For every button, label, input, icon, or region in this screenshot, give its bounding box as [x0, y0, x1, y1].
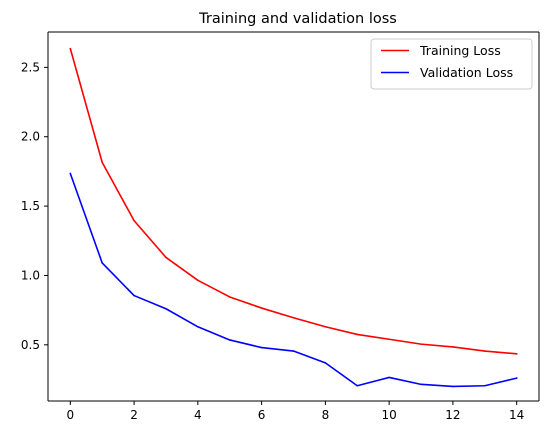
data-point-training-loss [484, 350, 486, 352]
x-tick-label: 4 [194, 408, 202, 422]
data-point-training-loss [292, 316, 295, 319]
y-tick-label: 1.5 [21, 199, 40, 213]
data-point-training-loss [165, 256, 167, 259]
data-point-validation-loss [356, 384, 359, 387]
data-point-validation-loss [197, 325, 199, 328]
legend: Training Loss Validation Loss [370, 38, 533, 90]
legend-label-training-loss: Training Loss [419, 43, 501, 58]
data-point-validation-loss [484, 384, 486, 387]
data-point-training-loss [228, 296, 231, 298]
data-point-validation-loss [260, 346, 263, 349]
data-point-training-loss [133, 219, 135, 222]
data-point-validation-loss [388, 376, 390, 379]
legend-box [370, 38, 533, 90]
data-point-training-loss [69, 47, 72, 50]
data-point-validation-loss [292, 350, 295, 352]
x-tick-label: 0 [66, 408, 74, 422]
y-tick-label: 0.5 [21, 338, 40, 352]
x-tick-label: 10 [382, 408, 397, 422]
plot-area [48, 32, 539, 401]
ticks-layer: 0 2 4 6 8 10 12 14 0.5 1.0 1.5 2.0 2.5 [21, 60, 524, 422]
data-point-validation-loss [69, 172, 72, 175]
data-point-training-loss [356, 333, 359, 336]
data-point-validation-loss [515, 377, 518, 379]
x-tick-label: 6 [258, 408, 266, 422]
data-point-validation-loss [452, 385, 454, 388]
x-tick-label: 14 [509, 408, 524, 422]
data-point-training-loss [452, 346, 454, 348]
legend-label-validation-loss: Validation Loss [420, 65, 513, 80]
data-point-training-loss [388, 338, 390, 341]
x-tick-label: 12 [445, 408, 460, 422]
y-tick-label: 2.0 [21, 130, 40, 144]
y-tick-label: 2.5 [21, 60, 40, 74]
data-point-validation-loss [101, 262, 103, 264]
y-tick-label: 1.0 [21, 268, 40, 282]
data-point-training-loss [101, 161, 103, 164]
data-point-training-loss [515, 353, 518, 355]
chart-title: Training and validation loss [198, 11, 397, 27]
data-point-validation-loss [165, 307, 167, 310]
data-point-validation-loss [420, 383, 422, 386]
data-point-training-loss [197, 279, 199, 282]
data-point-training-loss [420, 343, 422, 345]
axes-layer [47, 31, 540, 402]
data-point-training-loss [260, 307, 263, 309]
x-tick-label: 8 [322, 408, 330, 422]
data-point-training-loss [324, 325, 327, 328]
data-point-validation-loss [228, 339, 231, 341]
x-tick-label: 2 [130, 408, 138, 422]
data-point-validation-loss [324, 362, 327, 364]
series-layer [69, 47, 518, 388]
data-point-validation-loss [133, 294, 135, 297]
